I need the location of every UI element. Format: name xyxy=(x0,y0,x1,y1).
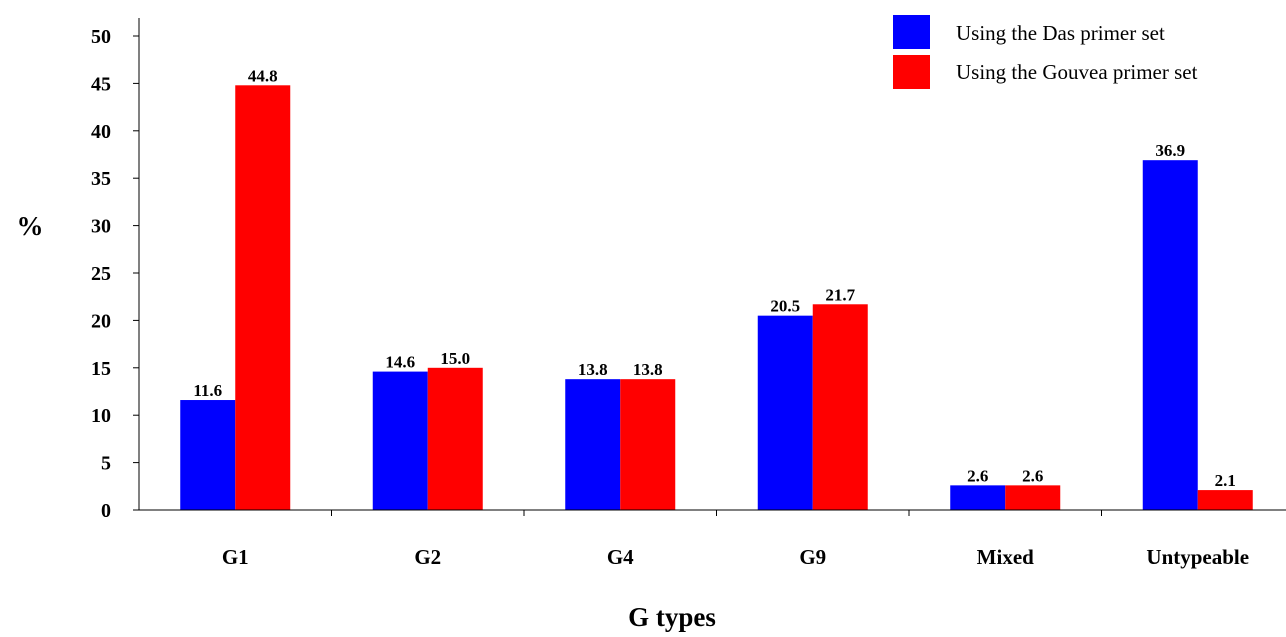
y-tick-label: 15 xyxy=(91,358,111,380)
data-label: 13.8 xyxy=(578,360,608,379)
x-category-label: G2 xyxy=(414,545,441,569)
data-label: 36.9 xyxy=(1155,141,1185,160)
y-axis-title: % xyxy=(17,211,44,241)
y-tick-label: 45 xyxy=(91,73,111,95)
bar-das xyxy=(372,371,428,510)
data-label: 2.6 xyxy=(967,466,988,485)
bar-gouvea xyxy=(427,367,483,510)
bar-das xyxy=(1142,160,1198,511)
y-ticks: 0 5 10 15 20 25 30 35 40 45 50 xyxy=(91,26,139,522)
x-axis-title: G types xyxy=(628,602,716,632)
y-tick-label: 30 xyxy=(91,216,111,238)
y-tick-label: 0 xyxy=(101,500,111,522)
data-label: 2.6 xyxy=(1022,466,1043,485)
bar-gouvea xyxy=(1005,485,1061,510)
y-tick-label: 5 xyxy=(101,453,111,475)
bar-das xyxy=(180,400,236,510)
legend-swatch-gouvea xyxy=(893,55,930,89)
y-tick-label: 20 xyxy=(91,310,111,332)
data-label: 21.7 xyxy=(825,285,855,304)
axes-layer xyxy=(138,18,1286,511)
bar-gouvea xyxy=(620,379,676,510)
bar-das xyxy=(565,379,621,510)
y-tick-label: 10 xyxy=(91,405,111,427)
x-category-label: Untypeable xyxy=(1146,545,1249,569)
data-label: 44.8 xyxy=(248,66,278,85)
x-category-label: G9 xyxy=(799,545,826,569)
y-tick-label: 35 xyxy=(91,168,111,190)
legend-swatch-das xyxy=(893,15,930,49)
bar-das xyxy=(757,315,813,510)
data-label: 14.6 xyxy=(385,353,415,372)
data-label: 11.6 xyxy=(193,381,222,400)
data-label: 15.0 xyxy=(440,349,470,368)
bar-gouvea xyxy=(235,85,291,511)
x-category-label: G1 xyxy=(222,545,249,569)
data-label: 2.1 xyxy=(1215,471,1236,490)
bar-das xyxy=(950,485,1006,510)
x-ticks: G1 G2 G4 G9 Mixed Untypeable xyxy=(222,510,1249,569)
data-label: 20.5 xyxy=(770,297,800,316)
legend-label-gouvea: Using the Gouvea primer set xyxy=(956,60,1198,84)
y-tick-label: 25 xyxy=(91,263,111,285)
data-label: 13.8 xyxy=(633,360,663,379)
legend: Using the Das primer set Using the Gouve… xyxy=(893,15,1198,89)
y-tick-label: 40 xyxy=(91,121,111,143)
bar-gouvea xyxy=(812,304,868,510)
bar-gouvea xyxy=(1197,490,1253,510)
bars-layer xyxy=(180,85,1253,511)
x-category-label: Mixed xyxy=(977,545,1034,569)
y-tick-label: 50 xyxy=(91,26,111,48)
legend-label-das: Using the Das primer set xyxy=(956,21,1165,45)
x-category-label: G4 xyxy=(607,545,634,569)
value-labels: 11.6 14.6 13.8 20.5 2.6 36.9 44.8 15.0 13.8 21.7 2… xyxy=(193,66,1236,490)
